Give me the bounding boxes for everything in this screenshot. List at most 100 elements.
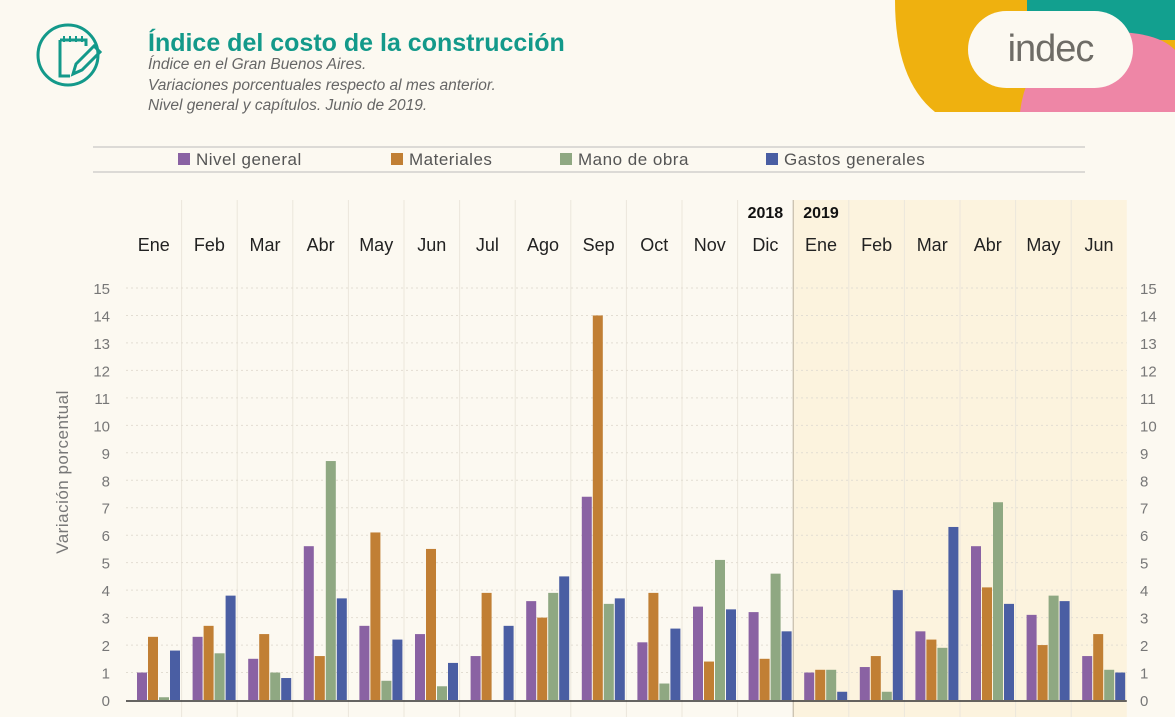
month-label: Sep <box>583 235 615 255</box>
bar-gastos-generales <box>170 650 180 700</box>
y-tick-label-left: 13 <box>93 336 110 353</box>
bar-nivel-general <box>192 636 203 700</box>
y-tick-label-right: 3 <box>1140 611 1148 628</box>
bar-mano-de-obra <box>659 683 670 700</box>
bar-gastos-generales <box>1115 672 1126 700</box>
month-label: Jun <box>1084 235 1113 255</box>
bar-gastos-generales <box>892 590 903 700</box>
bar-mano-de-obra <box>715 559 725 700</box>
y-tick-label-left: 14 <box>93 308 110 325</box>
y-tick-label-left: 2 <box>102 638 110 655</box>
bar-nivel-general <box>526 601 537 700</box>
bar-nivel-general <box>748 612 759 700</box>
bar-materiales <box>481 592 492 700</box>
y-tick-label-left: 3 <box>102 611 110 628</box>
page-title: Índice del costo de la construcción <box>148 29 565 57</box>
bar-nivel-general <box>1026 614 1037 700</box>
month-label: Jun <box>417 235 446 255</box>
y-tick-label-left: 0 <box>102 693 110 710</box>
y-tick-label-left: 15 <box>93 281 110 298</box>
y-tick-label-right: 4 <box>1140 583 1148 600</box>
y-tick-label-left: 11 <box>94 391 110 408</box>
bar-gastos-generales <box>281 678 292 700</box>
bar-mano-de-obra <box>993 502 1003 700</box>
bar-mano-de-obra <box>937 647 948 700</box>
legend-label: Nivel general <box>196 150 302 169</box>
subtitle-line: Nivel general y capítulos. Junio de 2019… <box>148 97 428 114</box>
subtitle-line: Variaciones porcentuales respecto al mes… <box>148 77 496 94</box>
bar-gastos-generales <box>336 598 347 700</box>
bar-nivel-general <box>1082 656 1093 700</box>
legend-label: Materiales <box>409 150 492 169</box>
month-label: Jul <box>476 235 499 255</box>
bar-materiales <box>870 656 881 700</box>
y-tick-label-right: 8 <box>1140 473 1148 490</box>
bar-materiales <box>1093 634 1104 700</box>
bar-mano-de-obra <box>381 680 392 700</box>
y-tick-label-right: 6 <box>1140 528 1148 545</box>
y-tick-label-right: 12 <box>1140 363 1157 380</box>
bar-materiales <box>537 617 548 700</box>
bar-mano-de-obra <box>603 603 614 700</box>
y-tick-label-left: 7 <box>102 501 110 518</box>
bar-materiales <box>982 587 992 700</box>
month-label: Ene <box>138 235 170 255</box>
y-tick-label-right: 11 <box>1140 391 1156 408</box>
bar-gastos-generales <box>392 639 403 700</box>
bar-nivel-general <box>693 606 703 700</box>
month-label: Feb <box>861 235 892 255</box>
y-tick-label-right: 1 <box>1140 666 1148 683</box>
y-tick-label-right: 14 <box>1140 308 1157 325</box>
bar-gastos-generales <box>948 526 959 700</box>
bar-materiales <box>314 656 325 700</box>
bar-nivel-general <box>915 631 926 700</box>
bar-materiales <box>259 634 270 700</box>
bar-nivel-general <box>581 496 592 700</box>
bar-nivel-general <box>415 634 425 700</box>
bar-mano-de-obra <box>1048 595 1059 700</box>
legend-swatch <box>766 153 778 165</box>
bar-nivel-general <box>971 546 981 700</box>
bar-gastos-generales <box>726 609 736 700</box>
bar-gastos-generales <box>670 628 681 700</box>
y-tick-label-right: 0 <box>1140 693 1148 710</box>
bar-mano-de-obra <box>1104 669 1115 700</box>
bar-nivel-general <box>470 656 481 700</box>
bar-gastos-generales <box>837 691 848 700</box>
legend-label: Gastos generales <box>784 150 925 169</box>
y-tick-label-right: 13 <box>1140 336 1157 353</box>
bar-materiales <box>203 625 214 700</box>
legend-swatch <box>391 153 403 165</box>
y-tick-label-left: 12 <box>93 363 110 380</box>
y-tick-label-left: 1 <box>102 666 110 683</box>
bar-gastos-generales <box>225 595 236 700</box>
month-label: May <box>1026 235 1060 255</box>
bar-materiales <box>704 661 714 700</box>
bar-mano-de-obra <box>881 691 892 700</box>
bar-mano-de-obra <box>270 672 281 700</box>
legend-label: Mano de obra <box>578 150 689 169</box>
y-tick-label-right: 7 <box>1140 501 1148 518</box>
legend: Nivel general Materiales Mano de obra Gasto… <box>93 146 1085 173</box>
bar-mano-de-obra <box>214 653 225 700</box>
bar-nivel-general <box>637 642 648 700</box>
bar-gastos-generales <box>781 631 792 700</box>
bar-nivel-general <box>359 625 370 700</box>
bar-nivel-general <box>859 667 870 700</box>
month-label: Ene <box>805 235 837 255</box>
legend-swatch <box>560 153 572 165</box>
bar-materiales <box>648 592 659 700</box>
indec-logo: indec <box>968 11 1133 88</box>
month-label: Ago <box>527 235 559 255</box>
bar-gastos-generales <box>503 625 514 700</box>
month-label: Abr <box>974 235 1002 255</box>
bar-mano-de-obra <box>826 669 837 700</box>
bar-materiales <box>759 658 770 700</box>
year-label: 2019 <box>803 205 839 222</box>
y-tick-label-left: 6 <box>102 528 110 545</box>
bar-materiales <box>926 639 937 700</box>
bar-gastos-generales <box>1059 601 1070 700</box>
bar-materiales <box>1037 645 1048 700</box>
